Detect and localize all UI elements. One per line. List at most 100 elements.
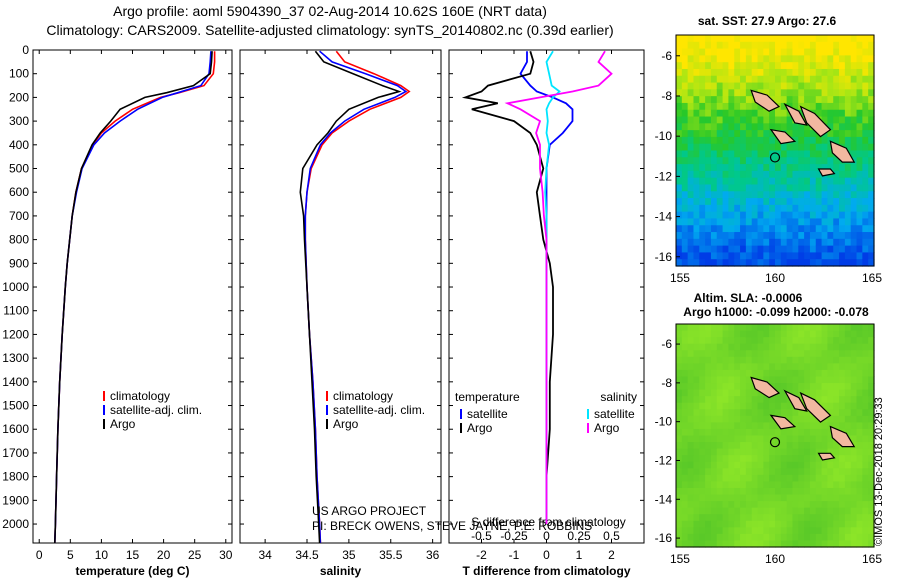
map-cell bbox=[868, 350, 875, 358]
map-cell bbox=[862, 363, 869, 371]
map-cell bbox=[734, 415, 741, 423]
map-cell bbox=[676, 75, 683, 84]
map-cell bbox=[710, 448, 718, 456]
map-cell bbox=[699, 164, 706, 172]
map-cell bbox=[728, 218, 735, 226]
map-cell bbox=[775, 468, 782, 476]
map-cell bbox=[780, 102, 788, 111]
map-cell bbox=[862, 461, 869, 469]
map-cell bbox=[827, 48, 834, 56]
map-cell bbox=[728, 428, 735, 437]
map-cell bbox=[839, 520, 846, 528]
map-cell bbox=[740, 55, 747, 63]
map-cell bbox=[833, 520, 840, 528]
x-tick-label: 35.5 bbox=[379, 548, 403, 562]
map-cell bbox=[728, 130, 735, 138]
map-cell bbox=[687, 350, 695, 358]
map-cell bbox=[792, 68, 799, 77]
map-cell bbox=[862, 204, 869, 213]
map-cell bbox=[693, 55, 700, 63]
map-cell bbox=[728, 481, 735, 489]
map-cell bbox=[815, 448, 823, 456]
map-cell bbox=[763, 337, 770, 345]
map-cell bbox=[710, 389, 718, 397]
map-cell bbox=[716, 324, 724, 332]
map-cell bbox=[786, 177, 794, 186]
map-cell bbox=[681, 494, 689, 502]
map-cell bbox=[728, 343, 735, 351]
map-cell bbox=[862, 164, 869, 172]
map-cell bbox=[780, 41, 788, 50]
map-cell bbox=[734, 198, 741, 206]
map-cell bbox=[839, 102, 846, 111]
map-cell bbox=[751, 143, 759, 152]
map-cell bbox=[710, 376, 718, 384]
map-cell bbox=[792, 350, 799, 358]
map-cell bbox=[687, 238, 695, 247]
map-cell bbox=[699, 448, 706, 456]
map-cell bbox=[763, 245, 770, 254]
map-cell bbox=[769, 376, 776, 384]
map-cell bbox=[821, 82, 829, 90]
map-cell bbox=[751, 55, 759, 63]
map-cell bbox=[780, 170, 788, 179]
map-cell bbox=[757, 109, 764, 118]
map-cell bbox=[734, 330, 741, 338]
map-cell bbox=[798, 211, 805, 220]
map-cell bbox=[809, 177, 817, 186]
map-cell bbox=[856, 337, 863, 345]
map-cell bbox=[839, 402, 846, 410]
map-cell bbox=[839, 337, 846, 345]
map-cell bbox=[809, 461, 817, 469]
map-cell bbox=[693, 225, 700, 233]
map-cell bbox=[705, 211, 712, 220]
map-cell bbox=[716, 501, 724, 509]
map-cell bbox=[769, 238, 776, 247]
map-cell bbox=[798, 130, 805, 138]
map-cell bbox=[792, 143, 799, 152]
map-cell bbox=[676, 89, 683, 97]
map-cell bbox=[769, 82, 776, 90]
map-lat-label: -8 bbox=[661, 376, 672, 390]
map-cell bbox=[821, 474, 829, 483]
map-cell bbox=[809, 136, 817, 145]
map-cell bbox=[687, 540, 695, 548]
map-cell bbox=[769, 211, 776, 220]
map-cell bbox=[769, 448, 776, 456]
map-cell bbox=[687, 514, 695, 522]
map-cell bbox=[740, 184, 747, 192]
map-cell bbox=[821, 468, 829, 476]
map-cell bbox=[722, 343, 730, 351]
map-cell bbox=[687, 116, 695, 124]
map-cell bbox=[681, 389, 689, 397]
map-cell bbox=[710, 330, 718, 338]
map-cell bbox=[804, 461, 811, 469]
map-cell bbox=[769, 487, 776, 496]
map-cell bbox=[728, 494, 735, 502]
map-cell bbox=[740, 191, 747, 199]
map-cell bbox=[745, 259, 753, 267]
map-cell bbox=[809, 252, 817, 260]
map-cell bbox=[687, 55, 695, 63]
map-cell bbox=[868, 494, 875, 502]
map-cell bbox=[757, 62, 764, 70]
map-cell bbox=[676, 507, 683, 515]
map-cell bbox=[856, 468, 863, 476]
map-cell bbox=[833, 204, 840, 213]
map-cell bbox=[740, 177, 747, 186]
map-cell bbox=[693, 75, 700, 84]
map-cell bbox=[716, 252, 724, 260]
map-cell bbox=[809, 363, 817, 371]
map-cell bbox=[722, 89, 730, 97]
map-cell bbox=[804, 337, 811, 345]
map-cell bbox=[676, 68, 683, 77]
map-cell bbox=[716, 330, 724, 338]
map-cell bbox=[687, 225, 695, 233]
map-cell bbox=[740, 461, 747, 469]
map-cell bbox=[705, 170, 712, 179]
map-cell bbox=[751, 330, 759, 338]
map-cell bbox=[844, 136, 852, 145]
map-cell bbox=[728, 350, 735, 358]
map-cell bbox=[699, 130, 706, 138]
map-cell bbox=[757, 448, 764, 456]
